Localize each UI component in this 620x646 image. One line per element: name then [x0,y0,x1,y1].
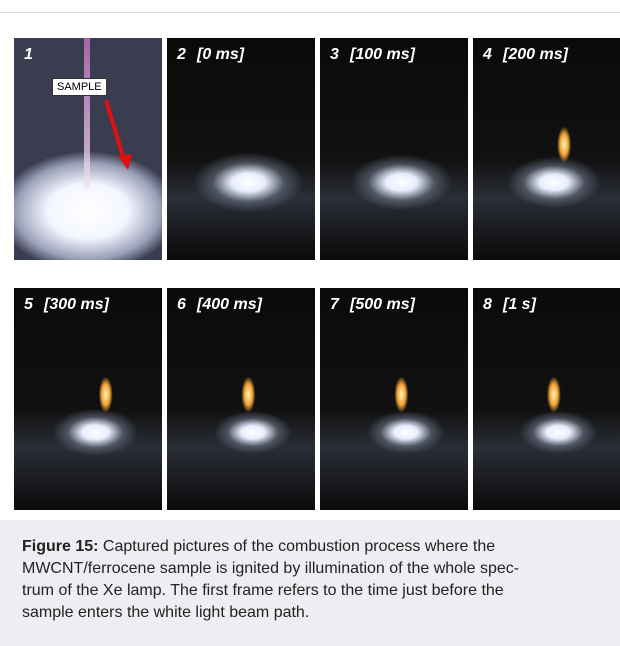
photo-panel: 6 [400 ms] [167,288,315,510]
photo-panel: 3 [100 ms] [320,38,468,260]
photo-panel: 7 [500 ms] [320,288,468,510]
frame-number: 5 [24,296,33,314]
frame-number: 8 [483,296,492,314]
frame-time: [1 s] [503,296,536,314]
photo-panel: 5 [300 ms] [14,288,162,510]
frame-time: [200 ms] [503,46,568,64]
caption-line: MWCNT/ferrocene sample is ignited by ill… [22,560,519,578]
photo-panel: 2 [0 ms] [167,38,315,260]
frame-number: 6 [177,296,186,314]
frame-number: 4 [483,46,492,64]
frame-number: 1 [24,46,33,64]
caption-line: trum of the Xe lamp. The first frame ref… [22,582,504,600]
frame-number: 7 [330,296,339,314]
frame-time: [0 ms] [197,46,244,64]
frame-time: [300 ms] [44,296,109,314]
frame-time: [400 ms] [197,296,262,314]
caption-line: Figure 15: Captured pictures of the comb… [22,538,495,556]
caption-line: sample enters the white light beam path. [22,604,309,622]
caption-text: Captured pictures of the combustion proc… [103,538,495,555]
frame-time: [500 ms] [350,296,415,314]
photo-panel: 4 [200 ms] [473,38,620,260]
frame-number: 2 [177,46,186,64]
caption-label: Figure 15: [22,538,98,555]
page: {"panels": [ {"number": "1", "time": nul… [0,0,620,646]
top-rule [0,12,620,13]
frame-time: [100 ms] [350,46,415,64]
frame-number: 3 [330,46,339,64]
caption-box: Figure 15: Captured pictures of the comb… [0,520,620,646]
photo-panel: 8 [1 s] [473,288,620,510]
arrow [14,38,162,260]
